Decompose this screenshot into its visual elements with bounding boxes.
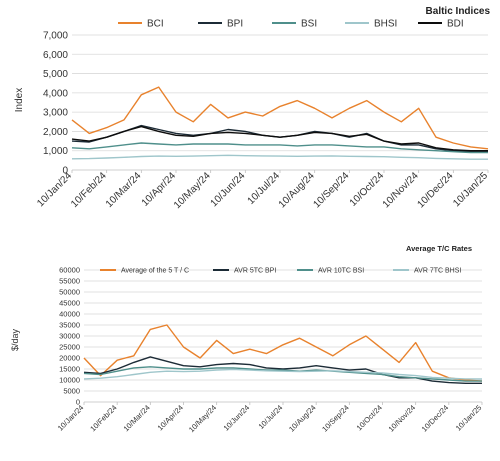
legend-label: AVR 7TC BHSI: [414, 267, 461, 274]
y-tick-label: 3,000: [43, 108, 68, 119]
y-tick-label: 10000: [59, 376, 80, 385]
y-tick-label: 15000: [59, 365, 80, 374]
y-tick-label: 0: [62, 166, 68, 177]
x-tick-label: 10/Mar/24: [104, 170, 144, 210]
y-tick-label: 45000: [59, 299, 80, 308]
y-tick-label: 1,000: [43, 146, 68, 157]
y-tick-label: 6,000: [43, 50, 68, 61]
y-tick-label: 25000: [59, 343, 80, 352]
x-tick-label: 10/Jan/24: [56, 403, 86, 433]
x-tick-label: 10/Feb/24: [69, 170, 109, 210]
legend-label: BDI: [447, 19, 464, 30]
x-tick-label: 10/Jan/24: [35, 170, 74, 209]
x-tick-label: 10/Nov/24: [381, 170, 421, 210]
legend-label: BPI: [227, 19, 243, 30]
y-tick-label: 4,000: [43, 88, 68, 99]
x-tick-label: 10/Oct/24: [355, 403, 384, 432]
x-tick-label: 10/Jan/25: [451, 170, 490, 209]
x-tick-label: 10/Sep/24: [320, 403, 351, 434]
series-line-avr-10tc-bsi: [83, 366, 482, 382]
y-tick-label: 0: [76, 398, 80, 407]
y-tick-label: 35000: [59, 321, 80, 330]
chart-1: 0 1,000 2,000 3,000 4,000 5,000 6,000 7,000 10/J…: [35, 19, 490, 212]
y-tick-label: 5000: [63, 387, 80, 396]
legend-label: BHSI: [374, 19, 397, 30]
x-tick-label: 10/May/24: [187, 403, 218, 434]
chart-2: 0 5000 10000 15000 20000 25000 30000 35000 40000…: [56, 266, 484, 435]
y-tick-label: 60000: [59, 266, 80, 275]
chart-2-ylabel: $/day: [10, 328, 20, 351]
x-tick-label: 10/May/24: [172, 170, 213, 211]
x-tick-label: 10/Dec/24: [420, 403, 451, 434]
y-tick-label: 30000: [59, 332, 80, 341]
y-tick-label: 2,000: [43, 127, 68, 138]
x-tick-label: 10/Dec/24: [415, 170, 455, 210]
y-tick-label: 50000: [59, 288, 80, 297]
legend-label: Average of the 5 T / C: [121, 267, 189, 274]
series-line-bdi: [71, 125, 488, 152]
x-tick-label: 10/Sep/24: [311, 170, 351, 210]
series-line-bpi: [71, 124, 488, 153]
x-tick-label: 10/Apr/24: [156, 403, 185, 432]
y-tick-label: 40000: [59, 310, 80, 319]
legend-label: AVR 5TC BPI: [234, 267, 276, 274]
x-tick-label: 10/Jun/24: [222, 403, 252, 433]
y-tick-label: 55000: [59, 277, 80, 286]
y-tick-label: 5,000: [43, 69, 68, 80]
chart-1-ylabel: Index: [14, 88, 25, 112]
legend-label: AVR 10TC BSI: [318, 267, 364, 274]
series-line-bci: [71, 86, 489, 150]
x-tick-label: 10/Mar/24: [121, 403, 151, 433]
y-tick-label: 20000: [59, 354, 80, 363]
series-line-avr-7tc-bhsi: [83, 368, 482, 380]
series-line-bhsi: [71, 154, 488, 160]
chart-1-title: Baltic Indices: [426, 6, 491, 17]
x-tick-label: 10/Jan/25: [454, 403, 484, 433]
x-tick-label: 10/Aug/24: [277, 170, 317, 210]
y-tick-label: 7,000: [43, 31, 68, 42]
series-line-bsi: [71, 142, 488, 154]
chart-2-title: Average T/C Rates: [406, 244, 472, 253]
x-tick-label: 10/Aug/24: [287, 403, 318, 434]
x-tick-label: 10/Nov/24: [387, 403, 418, 434]
x-tick-label: 10/Jun/24: [209, 170, 248, 209]
x-tick-label: 10/Feb/24: [88, 403, 118, 433]
x-tick-label: 10/Jul/24: [257, 403, 285, 431]
legend-label: BSI: [301, 19, 317, 30]
legend-label: BCI: [147, 19, 164, 30]
series-line-average-of-the-5-t-c: [83, 324, 483, 382]
